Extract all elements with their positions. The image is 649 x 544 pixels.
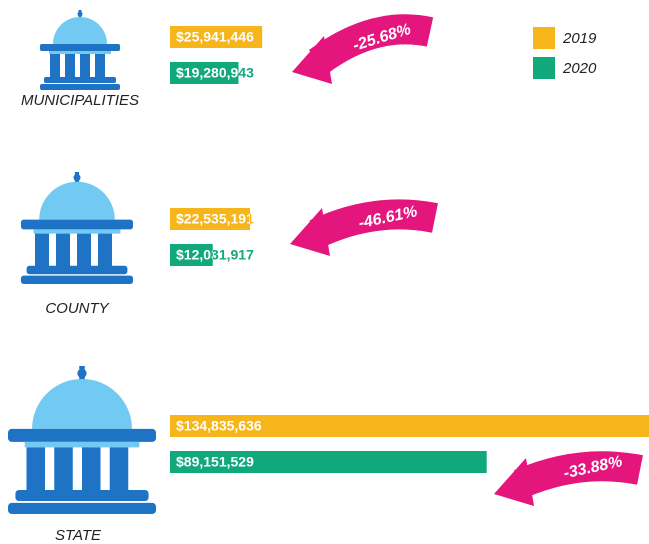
bar	[170, 62, 239, 84]
value-label-outside: $134,835,636	[176, 418, 262, 434]
value-label-outside: $89,151,529	[176, 454, 254, 470]
icon	[7, 366, 156, 514]
bar	[170, 451, 487, 473]
arrow-head	[292, 36, 332, 84]
value-label: $19,280,943	[176, 65, 254, 81]
legend-label: 2020	[562, 60, 597, 77]
arrow-body	[309, 14, 434, 75]
legend-swatch	[533, 27, 555, 49]
legend-swatch	[533, 57, 555, 79]
category-label: MUNICIPALITIES	[21, 92, 139, 109]
bar	[170, 415, 649, 437]
category-label: STATE	[55, 527, 102, 544]
value-label-outside: $19,280,943	[176, 65, 254, 81]
value-label-outside: $22,535,191	[176, 211, 254, 227]
value-label: $25,941,446	[176, 29, 254, 45]
value-label: $134,835,636	[176, 418, 262, 434]
arrow-head	[494, 458, 534, 506]
bar	[170, 244, 213, 266]
arrow-body	[309, 199, 438, 248]
arrow-head	[290, 208, 330, 256]
icon	[21, 172, 133, 284]
value-label-outside: $12,031,917	[176, 247, 254, 263]
value-label: $89,151,529	[176, 454, 254, 470]
bar	[170, 26, 263, 48]
value-label: $12,031,917	[176, 247, 254, 263]
value-label-outside: $25,941,446	[176, 29, 254, 45]
icon	[40, 10, 120, 90]
category-label: COUNTY	[45, 300, 109, 317]
arrow-body	[514, 451, 643, 498]
value-label: $22,535,191	[176, 211, 254, 227]
legend-label: 2019	[562, 30, 597, 47]
bar	[170, 208, 251, 230]
